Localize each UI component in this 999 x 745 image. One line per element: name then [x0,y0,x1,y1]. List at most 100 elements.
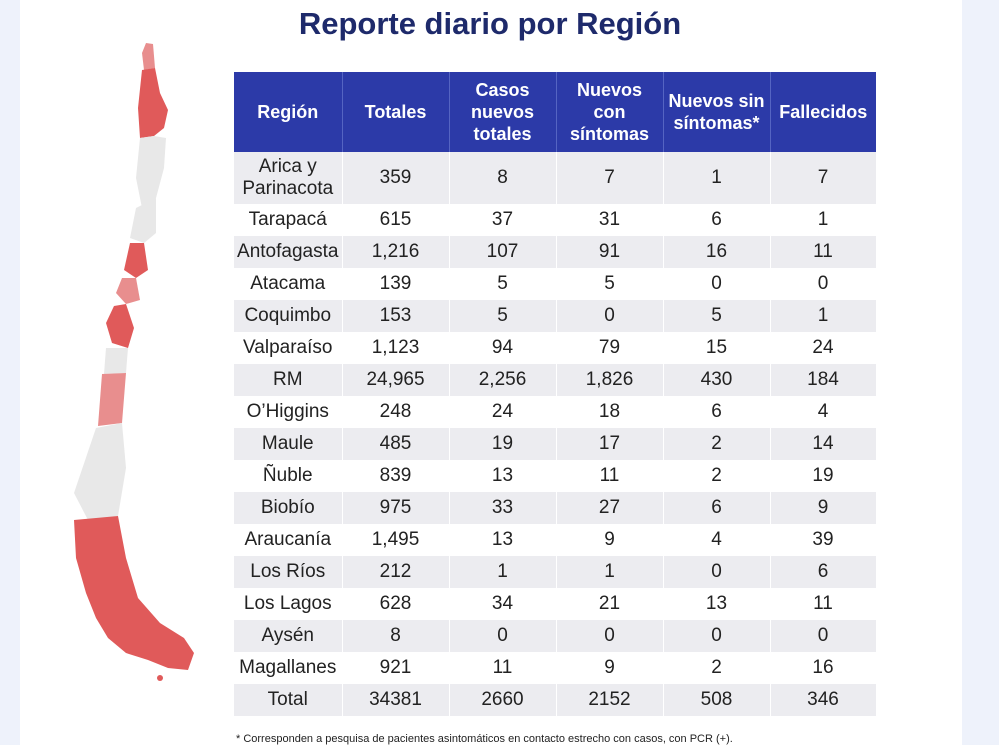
map-region-tarapaca [138,68,168,138]
table-row: Arica y Parinacota 359 8 7 1 7 [234,152,877,204]
value-cell: 0 [663,556,771,588]
header-nuevos-sin-sintomas: Nuevos sin síntomas* [663,72,771,152]
value-cell: 628 [342,588,450,620]
value-cell: 13 [449,460,557,492]
map-region-atacama [130,198,156,243]
region-name-cell: Los Lagos [234,588,343,620]
value-cell: 1,123 [342,332,450,364]
region-name-cell: Ñuble [234,460,343,492]
value-cell: 21 [556,588,664,620]
value-cell: 11 [556,460,664,492]
value-cell: 1 [449,556,557,588]
value-cell: 212 [342,556,450,588]
value-cell: 11 [770,588,877,620]
header-region: Región [234,72,343,152]
map-region-coquimbo [124,243,148,278]
value-cell: 8 [449,152,557,204]
map-region-antofagasta [136,136,166,208]
value-cell: 33 [449,492,557,524]
value-cell: 39 [770,524,877,556]
table-row: Aysén 8 0 0 0 0 [234,620,877,652]
value-cell: 6 [663,204,771,236]
value-cell: 94 [449,332,557,364]
value-cell: 485 [342,428,450,460]
value-cell: 0 [556,300,664,332]
value-cell: 2 [663,460,771,492]
value-cell: 24 [770,332,877,364]
value-cell: 34 [449,588,557,620]
value-cell: 107 [449,236,557,268]
value-cell: 2,256 [449,364,557,396]
value-cell: 7 [770,152,877,204]
value-cell: 6 [663,396,771,428]
value-cell: 13 [663,588,771,620]
value-cell: 4 [770,396,877,428]
value-cell: 7 [556,152,664,204]
value-cell: 6 [663,492,771,524]
value-cell: 139 [342,268,450,300]
value-cell: 2152 [556,684,664,716]
value-cell: 37 [449,204,557,236]
region-name-cell: Magallanes [234,652,343,684]
table-row: Ñuble 839 13 11 2 19 [234,460,877,492]
value-cell: 79 [556,332,664,364]
region-name-cell: RM [234,364,343,396]
table-row: O’Higgins 248 24 18 6 4 [234,396,877,428]
header-fallecidos: Fallecidos [770,72,876,152]
value-cell: 19 [449,428,557,460]
page-title: Reporte diario por Región [298,6,682,41]
value-cell: 153 [342,300,450,332]
value-cell: 11 [449,652,557,684]
value-cell: 5 [663,300,771,332]
map-region-rm [106,304,134,348]
table-row: Los Lagos 628 34 21 13 11 [234,588,877,620]
map-region-valparaiso [116,278,140,304]
map-region-maule [98,373,126,426]
value-cell: 508 [663,684,771,716]
value-cell: 1,216 [342,236,450,268]
map-region-central-south [74,423,126,520]
region-name-cell: Maule [234,428,343,460]
map-region-south [74,516,194,670]
table-row: Magallanes 921 11 9 2 16 [234,652,877,684]
value-cell: 2 [663,428,771,460]
value-cell: 0 [449,620,557,652]
header-casos-nuevos: Casos nuevos totales [449,72,557,152]
value-cell: 18 [556,396,664,428]
value-cell: 1 [770,204,877,236]
region-name-cell: Total [234,684,343,716]
table-row: Biobío 975 33 27 6 9 [234,492,877,524]
value-cell: 359 [342,152,450,204]
value-cell: 15 [663,332,771,364]
table-row: Los Ríos 212 1 1 0 6 [234,556,877,588]
value-cell: 430 [663,364,771,396]
value-cell: 346 [770,684,877,716]
value-cell: 1 [556,556,664,588]
value-cell: 0 [663,268,771,300]
value-cell: 5 [449,268,557,300]
value-cell: 615 [342,204,450,236]
value-cell: 0 [663,620,771,652]
table-row: Valparaíso 1,123 94 79 15 24 [234,332,877,364]
region-name-cell: Los Ríos [234,556,343,588]
value-cell: 19 [770,460,877,492]
value-cell: 5 [449,300,557,332]
chile-regions-map [74,43,194,681]
value-cell: 839 [342,460,450,492]
value-cell: 1 [663,152,771,204]
value-cell: 16 [663,236,771,268]
value-cell: 24 [449,396,557,428]
table-total-row: Total 34381 2660 2152 508 346 [234,684,877,716]
region-name-cell: Atacama [234,268,343,300]
region-name-cell: Tarapacá [234,204,343,236]
value-cell: 17 [556,428,664,460]
table-row: Maule 485 19 17 2 14 [234,428,877,460]
value-cell: 5 [556,268,664,300]
value-cell: 9 [770,492,877,524]
header-nuevos-con-sintomas: Nuevos con síntomas [556,72,664,152]
value-cell: 975 [342,492,450,524]
region-name-cell: Antofagasta [234,236,343,268]
value-cell: 184 [770,364,877,396]
value-cell: 2660 [449,684,557,716]
header-totales: Totales [342,72,450,152]
